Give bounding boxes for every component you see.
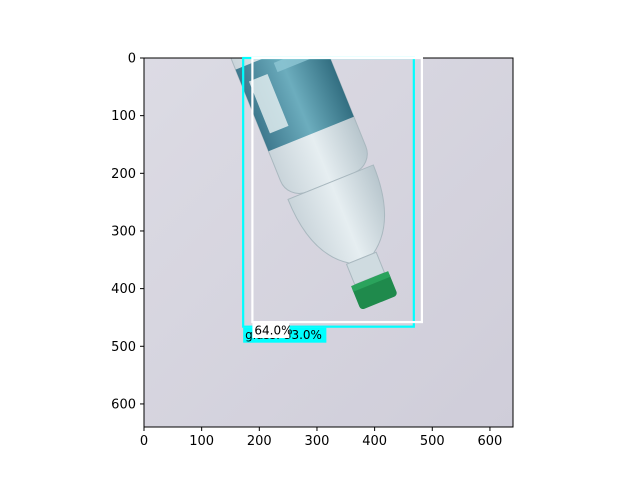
y-tick-label: 400 [111,282,136,297]
detection-label: 64.0% [254,324,292,338]
y-tick-label: 200 [111,167,136,182]
detection-box [251,56,424,324]
x-tick-label: 400 [362,434,387,449]
y-tick-label: 0 [128,52,136,67]
x-tick-label: 300 [305,434,330,449]
detection-label-bg [252,323,290,339]
detections-layer: glass: 33.0%64.0% [242,56,424,343]
x-tick-label: 100 [189,434,214,449]
y-axis: 0 100 200 300 400 500 600 [111,52,144,412]
photo [144,58,513,427]
y-tick-label: 300 [111,224,136,239]
water-bottle [229,58,397,310]
y-tick-label: 100 [111,109,136,124]
x-axis: 0 100 200 300 400 500 600 [140,427,502,449]
x-tick-label: 0 [140,434,148,449]
x-tick-label: 500 [420,434,445,449]
y-tick-label: 500 [111,340,136,355]
y-tick-label: 600 [111,397,136,412]
x-tick-label: 600 [478,434,503,449]
bottle-label [235,58,354,152]
x-tick-label: 200 [247,434,272,449]
